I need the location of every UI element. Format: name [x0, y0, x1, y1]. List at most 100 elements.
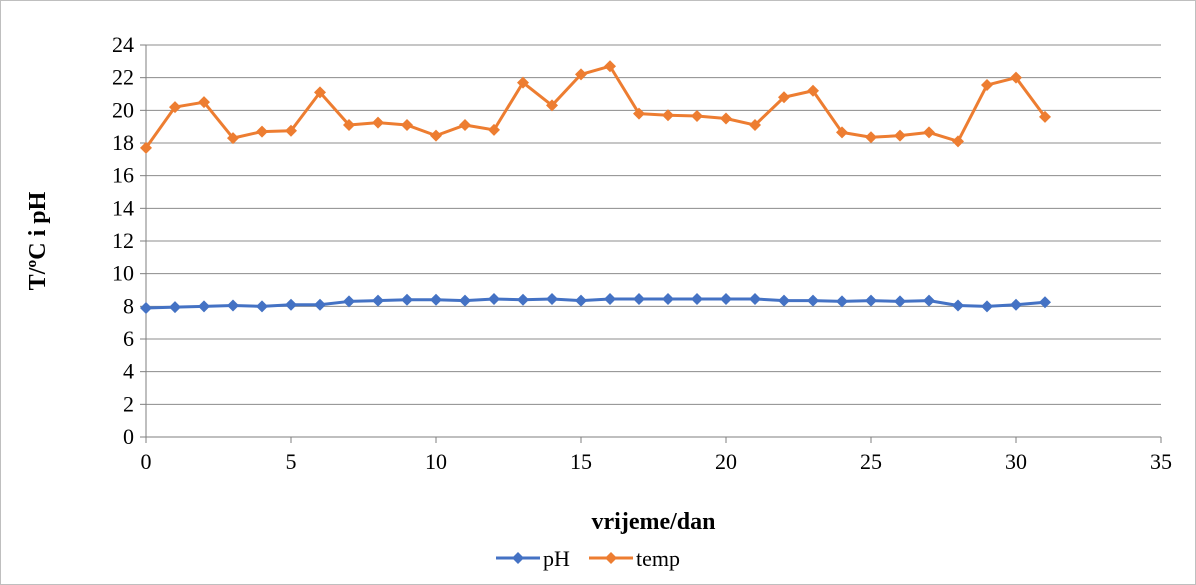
y-tick-label: 18: [112, 130, 134, 155]
data-point: [459, 119, 471, 132]
data-point: [575, 294, 587, 307]
data-point: [372, 294, 384, 307]
legend-item-ph: pH: [496, 546, 570, 571]
data-point: [604, 292, 616, 305]
data-point: [459, 294, 471, 307]
data-point: [691, 110, 703, 123]
y-tick-label: 12: [112, 228, 134, 253]
data-point: [488, 123, 500, 136]
data-point: [1010, 298, 1022, 311]
data-point: [401, 293, 413, 306]
data-point: [430, 293, 442, 306]
data-point: [749, 119, 761, 132]
data-point: [865, 131, 877, 144]
data-point: [662, 109, 674, 122]
data-point: [227, 299, 239, 312]
data-point: [546, 292, 558, 305]
y-tick-label: 8: [123, 293, 134, 318]
legend-swatch-marker: [512, 552, 524, 564]
series-temp: [140, 60, 1051, 154]
data-point: [952, 135, 964, 148]
data-point: [720, 292, 732, 305]
data-point: [778, 294, 790, 307]
data-point: [285, 298, 297, 311]
y-tick-label: 2: [123, 391, 134, 416]
x-tick-label: 35: [1150, 449, 1172, 474]
y-tick-label: 24: [112, 32, 134, 57]
x-tick-label: 25: [860, 449, 882, 474]
legend-label: temp: [636, 546, 680, 571]
axes: [140, 44, 1162, 443]
y-tick-label: 6: [123, 326, 134, 351]
data-point: [517, 293, 529, 306]
data-point: [256, 125, 268, 138]
series-line: [144, 64, 1047, 149]
data-point: [836, 126, 848, 139]
x-tick-label: 15: [570, 449, 592, 474]
legend-label: pH: [543, 546, 570, 571]
x-tick-label: 30: [1005, 449, 1027, 474]
data-point: [227, 132, 239, 145]
data-point: [314, 298, 326, 311]
data-point: [314, 86, 326, 99]
data-point: [749, 292, 761, 305]
x-tick-label: 5: [286, 449, 297, 474]
data-point: [836, 295, 848, 308]
data-point: [575, 68, 587, 81]
data-point: [401, 119, 413, 132]
x-tick-label: 10: [425, 449, 447, 474]
data-point: [981, 300, 993, 313]
data-point: [807, 84, 819, 97]
data-point: [807, 294, 819, 307]
data-point: [894, 295, 906, 308]
data-point: [894, 129, 906, 142]
y-tick-label: 14: [112, 195, 134, 220]
series-ph: [140, 292, 1051, 314]
data-point: [343, 119, 355, 132]
data-point: [140, 141, 152, 154]
data-point: [633, 292, 645, 305]
data-point: [720, 112, 732, 125]
data-point: [1039, 296, 1051, 309]
data-point: [981, 79, 993, 92]
y-tick-label: 20: [112, 97, 134, 122]
data-point: [430, 129, 442, 142]
data-point: [865, 294, 877, 307]
data-point: [488, 292, 500, 305]
data-point: [169, 301, 181, 314]
data-point: [198, 300, 210, 313]
data-point: [662, 292, 674, 305]
data-point: [517, 76, 529, 89]
data-point: [1010, 71, 1022, 84]
data-point: [604, 60, 616, 73]
gridlines: [146, 44, 1161, 405]
y-tick-label: 4: [123, 359, 134, 384]
data-point: [952, 299, 964, 312]
data-point: [691, 292, 703, 305]
y-axis-title: T/ºC i pH: [25, 191, 51, 290]
x-tick-labels: 0 5 10 15 20 25 30 35: [141, 449, 1173, 474]
data-point: [140, 301, 152, 314]
data-point: [546, 99, 558, 112]
data-point: [285, 124, 297, 137]
data-point: [256, 300, 268, 313]
series: [140, 60, 1051, 314]
data-point: [923, 126, 935, 139]
data-point: [198, 96, 210, 109]
data-point: [923, 294, 935, 307]
y-tick-label: 10: [112, 261, 134, 286]
legend: pH temp: [496, 546, 680, 571]
data-point: [1039, 110, 1051, 123]
legend-swatch-marker: [605, 552, 617, 564]
y-tick-label: 16: [112, 163, 134, 188]
y-tick-label: 22: [112, 65, 134, 90]
x-tick-label: 20: [715, 449, 737, 474]
x-tick-label: 0: [141, 449, 152, 474]
data-point: [343, 295, 355, 308]
data-point: [169, 101, 181, 114]
legend-item-temp: temp: [589, 546, 680, 571]
y-tick-label: 0: [123, 424, 134, 449]
